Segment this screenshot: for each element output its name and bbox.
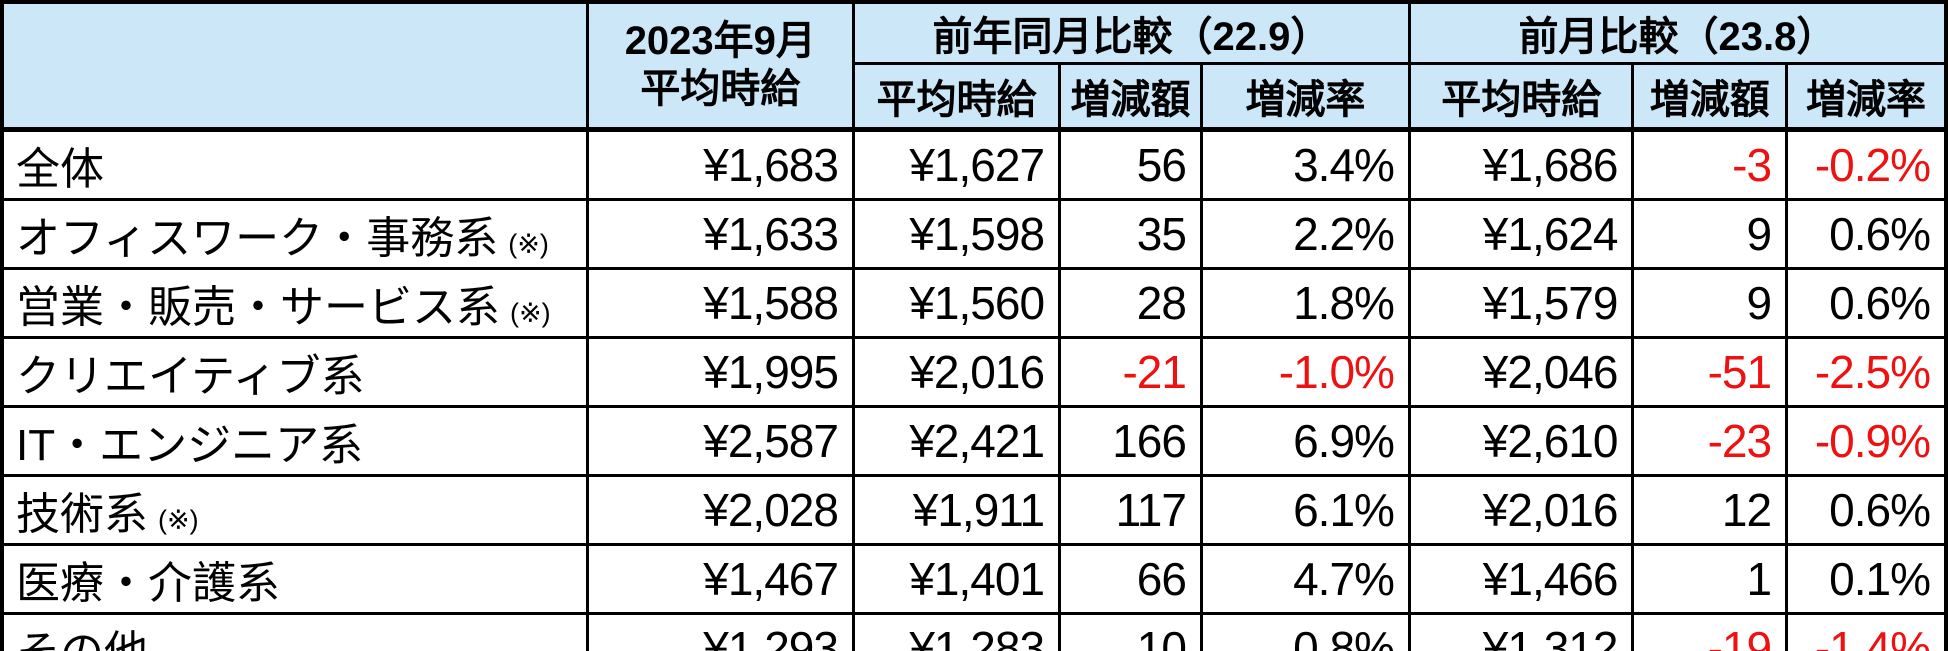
category-name: オフィスワーク・事務系 <box>16 214 499 263</box>
yoy-avg-wage: ¥1,560 <box>851 267 1062 339</box>
mom-avg-wage: ¥1,624 <box>1407 198 1635 270</box>
yoy-diff-rate: -1.0% <box>1199 336 1411 408</box>
mom-avg-wage: ¥1,466 <box>1407 543 1635 615</box>
mom-diff-amount: -3 <box>1631 128 1789 201</box>
yoy-diff-amount: 10 <box>1058 612 1203 651</box>
header-current-month-line1: 2023年9月 <box>624 19 816 64</box>
mom-avg-wage: ¥1,312 <box>1407 612 1635 651</box>
header-group-yoy: 前年同月比較（22.9） <box>851 0 1411 65</box>
category-label: IT・エンジニア系 <box>0 405 589 477</box>
yoy-diff-amount: -21 <box>1058 336 1203 408</box>
mom-diff-rate: 0.1% <box>1785 543 1948 615</box>
category-label: 営業・販売・サービス系 (※) <box>0 267 589 339</box>
record-high-marker: (※) <box>510 298 551 328</box>
mom-diff-amount: -23 <box>1631 405 1789 477</box>
mom-avg-wage: ¥1,686 <box>1407 128 1635 201</box>
header-current-month-line2: 平均時給 <box>640 66 801 111</box>
category-label: 技術系 (※) <box>0 474 589 546</box>
yoy-diff-amount: 66 <box>1058 543 1203 615</box>
mom-avg-wage: ¥1,579 <box>1407 267 1635 339</box>
header-yoy-avg-wage: 平均時給 <box>851 62 1062 131</box>
header-mom-avg-wage: 平均時給 <box>1407 62 1635 131</box>
mom-diff-amount: 9 <box>1631 267 1789 339</box>
category-label: オフィスワーク・事務系 (※) <box>0 198 589 270</box>
category-name: 技術系 <box>16 490 148 539</box>
mom-diff-rate: -0.9% <box>1785 405 1948 477</box>
table-row: 技術系 (※) ¥2,028 ¥1,911 117 6.1% ¥2,016 12 … <box>0 474 1948 546</box>
yoy-diff-rate: 0.8% <box>1199 612 1411 651</box>
table-row: オフィスワーク・事務系 (※) ¥1,633 ¥1,598 35 2.2% ¥1,… <box>0 198 1948 270</box>
category-name: 営業・販売・サービス系 <box>16 283 500 332</box>
header-current-month: 2023年9月 平均時給 <box>585 0 855 131</box>
header-group-mom: 前月比較（23.8） <box>1407 0 1948 65</box>
category-name: クリエイティブ系 <box>16 352 365 401</box>
header-yoy-diff-amount: 増減額 <box>1058 62 1203 131</box>
current-avg-wage: ¥1,293 <box>585 612 855 651</box>
yoy-diff-amount: 56 <box>1058 128 1203 201</box>
yoy-avg-wage: ¥1,598 <box>851 198 1062 270</box>
current-avg-wage: ¥2,028 <box>585 474 855 546</box>
corner-cell <box>0 0 589 131</box>
header-mom-diff-amount: 増減額 <box>1631 62 1789 131</box>
yoy-diff-amount: 117 <box>1058 474 1203 546</box>
table-row: その他 ¥1,293 ¥1,283 10 0.8% ¥1,312 -19 -1.… <box>0 612 1948 651</box>
yoy-diff-rate: 1.8% <box>1199 267 1411 339</box>
mom-diff-amount: 1 <box>1631 543 1789 615</box>
yoy-diff-rate: 4.7% <box>1199 543 1411 615</box>
yoy-diff-amount: 28 <box>1058 267 1203 339</box>
mom-diff-rate: 0.6% <box>1785 474 1948 546</box>
mom-diff-rate: 0.6% <box>1785 267 1948 339</box>
mom-avg-wage: ¥2,610 <box>1407 405 1635 477</box>
category-label: その他 <box>0 612 589 651</box>
yoy-avg-wage: ¥1,401 <box>851 543 1062 615</box>
mom-diff-rate: -0.2% <box>1785 128 1948 201</box>
mom-diff-rate: -2.5% <box>1785 336 1948 408</box>
current-avg-wage: ¥1,683 <box>585 128 855 201</box>
category-label: 全体 <box>0 128 589 201</box>
mom-diff-rate: -1.4% <box>1785 612 1948 651</box>
table-row: 営業・販売・サービス系 (※) ¥1,588 ¥1,560 28 1.8% ¥1,… <box>0 267 1948 339</box>
category-label: クリエイティブ系 <box>0 336 589 408</box>
yoy-diff-amount: 35 <box>1058 198 1203 270</box>
yoy-avg-wage: ¥1,627 <box>851 128 1062 201</box>
category-name: IT・エンジニア系 <box>16 421 364 470</box>
mom-avg-wage: ¥2,016 <box>1407 474 1635 546</box>
category-label: 医療・介護系 <box>0 543 589 615</box>
yoy-avg-wage: ¥2,016 <box>851 336 1062 408</box>
yoy-avg-wage: ¥1,911 <box>851 474 1062 546</box>
header-mom-diff-rate: 増減率 <box>1785 62 1948 131</box>
yoy-diff-amount: 166 <box>1058 405 1203 477</box>
mom-avg-wage: ¥2,046 <box>1407 336 1635 408</box>
header-yoy-diff-rate: 増減率 <box>1199 62 1411 131</box>
category-name: 全体 <box>16 145 104 194</box>
table-row: IT・エンジニア系 ¥2,587 ¥2,421 166 6.9% ¥2,610 … <box>0 405 1948 477</box>
table-row: 全体 ¥1,683 ¥1,627 56 3.4% ¥1,686 -3 -0.2% <box>0 128 1948 201</box>
table-row: 医療・介護系 ¥1,467 ¥1,401 66 4.7% ¥1,466 1 0.… <box>0 543 1948 615</box>
yoy-diff-rate: 6.9% <box>1199 405 1411 477</box>
yoy-diff-rate: 6.1% <box>1199 474 1411 546</box>
current-avg-wage: ¥1,633 <box>585 198 855 270</box>
mom-diff-amount: 9 <box>1631 198 1789 270</box>
current-avg-wage: ¥2,587 <box>585 405 855 477</box>
table-row: クリエイティブ系 ¥1,995 ¥2,016 -21 -1.0% ¥2,046 … <box>0 336 1948 408</box>
yoy-diff-rate: 2.2% <box>1199 198 1411 270</box>
mom-diff-amount: -19 <box>1631 612 1789 651</box>
mom-diff-amount: 12 <box>1631 474 1789 546</box>
yoy-diff-rate: 3.4% <box>1199 128 1411 201</box>
category-name: 医療・介護系 <box>16 559 280 608</box>
current-avg-wage: ¥1,995 <box>585 336 855 408</box>
yoy-avg-wage: ¥1,283 <box>851 612 1062 651</box>
record-high-marker: (※) <box>508 229 549 259</box>
record-high-marker: (※) <box>158 505 199 535</box>
yoy-avg-wage: ¥2,421 <box>851 405 1062 477</box>
mom-diff-amount: -51 <box>1631 336 1789 408</box>
category-name: その他 <box>16 628 148 651</box>
mom-diff-rate: 0.6% <box>1785 198 1948 270</box>
current-avg-wage: ¥1,467 <box>585 543 855 615</box>
current-avg-wage: ¥1,588 <box>585 267 855 339</box>
